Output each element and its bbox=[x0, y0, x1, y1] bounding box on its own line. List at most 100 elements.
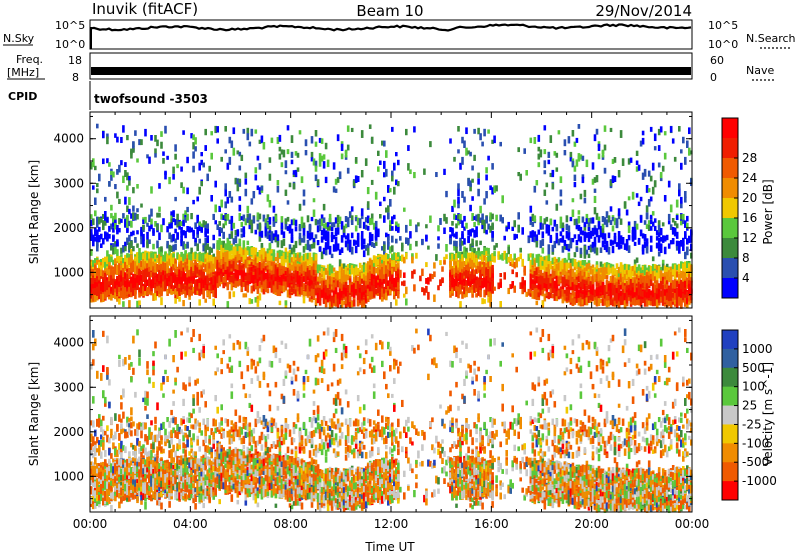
heatmap-cell bbox=[142, 259, 145, 264]
heatmap-cell bbox=[192, 199, 195, 205]
heatmap-cell bbox=[228, 271, 232, 278]
heatmap-cell bbox=[164, 172, 167, 180]
heatmap-cell bbox=[360, 130, 364, 138]
heatmap-cell bbox=[264, 220, 268, 227]
heatmap-cell bbox=[236, 184, 240, 192]
heatmap-cell bbox=[298, 203, 302, 211]
heatmap-cell bbox=[459, 301, 462, 309]
heatmap-cell bbox=[148, 259, 151, 265]
heatmap-cell bbox=[272, 249, 276, 256]
heatmap-cell bbox=[344, 287, 348, 295]
heatmap-cell bbox=[142, 233, 145, 241]
heatmap-cell bbox=[523, 267, 526, 273]
heatmap-cell bbox=[318, 137, 322, 143]
heatmap-cell bbox=[457, 214, 460, 220]
heatmap-cell bbox=[389, 258, 392, 263]
heatmap-cell bbox=[178, 254, 181, 262]
heatmap-cell bbox=[342, 231, 346, 238]
heatmap-cell bbox=[154, 283, 157, 289]
heatmap-cell bbox=[485, 288, 488, 296]
heatmap-cell bbox=[110, 204, 113, 211]
heatmap-cell bbox=[300, 238, 304, 243]
heatmap-cell bbox=[483, 275, 486, 282]
heatmap-cell bbox=[106, 257, 109, 265]
heatmap-cell bbox=[222, 269, 225, 277]
heatmap-cell bbox=[108, 261, 111, 267]
heatmap-cell bbox=[483, 289, 486, 298]
heatmap-cell bbox=[96, 236, 99, 244]
heatmap-cell bbox=[348, 296, 352, 302]
heatmap-cell bbox=[230, 140, 234, 149]
heatmap-cell bbox=[146, 252, 149, 261]
heatmap-cell bbox=[495, 185, 498, 192]
heatmap-cell bbox=[409, 219, 412, 227]
heatmap-cell bbox=[471, 252, 474, 260]
heatmap-cell bbox=[310, 232, 314, 240]
noise-left-tick-bottom: 10^0 bbox=[55, 38, 85, 51]
heatmap-cell bbox=[415, 240, 418, 247]
heatmap-cell bbox=[539, 277, 543, 285]
freq-left-tick-top: 18 bbox=[68, 54, 82, 67]
heatmap-cell bbox=[487, 261, 490, 269]
heatmap-cell bbox=[104, 220, 107, 226]
heatmap-cell bbox=[100, 265, 103, 270]
heatmap-cell bbox=[258, 236, 262, 242]
heatmap-cell bbox=[124, 170, 127, 178]
heatmap-cell bbox=[318, 218, 322, 225]
heatmap-cell bbox=[391, 279, 394, 287]
heatmap-cell bbox=[338, 272, 342, 279]
heatmap-cell bbox=[252, 269, 256, 275]
heatmap-cell bbox=[463, 140, 466, 149]
heatmap-cell bbox=[276, 281, 280, 290]
heatmap-cell bbox=[475, 288, 478, 293]
heatmap-cell bbox=[132, 246, 135, 252]
heatmap-cell bbox=[108, 280, 111, 286]
heatmap-cell bbox=[340, 284, 344, 291]
heatmap-cell bbox=[429, 273, 432, 282]
heatmap-cell bbox=[254, 254, 258, 259]
heatmap-cell bbox=[254, 167, 258, 174]
heatmap-cell bbox=[178, 224, 181, 230]
heatmap-cell bbox=[190, 260, 193, 267]
heatmap-cell bbox=[463, 283, 466, 291]
heatmap-cell bbox=[344, 223, 348, 229]
heatmap-cell bbox=[282, 258, 286, 266]
heatmap-cell bbox=[397, 263, 400, 268]
heatmap-cell bbox=[264, 256, 268, 263]
heatmap-cell bbox=[248, 298, 252, 305]
heatmap-cell bbox=[250, 271, 254, 278]
heatmap-cell bbox=[226, 162, 230, 170]
heatmap-cell bbox=[360, 238, 364, 246]
heatmap-cell bbox=[250, 259, 254, 265]
heatmap-cell bbox=[120, 265, 123, 272]
heatmap-cell bbox=[198, 251, 201, 260]
heatmap-cell bbox=[246, 285, 250, 293]
heatmap-cell bbox=[90, 295, 93, 303]
heatmap-cell bbox=[152, 243, 155, 250]
heatmap-cell bbox=[515, 258, 518, 265]
heatmap-cell bbox=[298, 288, 302, 295]
heatmap-cell bbox=[236, 253, 240, 261]
heatmap-cell bbox=[539, 291, 543, 296]
heatmap-cell bbox=[220, 273, 223, 279]
heatmap-cell bbox=[246, 246, 250, 254]
heatmap-cell bbox=[346, 291, 350, 300]
heatmap-cell bbox=[274, 271, 278, 276]
heatmap-cell bbox=[138, 139, 141, 146]
heatmap-cell bbox=[543, 149, 547, 155]
heatmap-cell bbox=[533, 292, 537, 300]
heatmap-cell bbox=[326, 288, 330, 296]
heatmap-cell bbox=[354, 266, 358, 274]
heatmap-cell bbox=[248, 249, 252, 257]
heatmap-cell bbox=[348, 211, 352, 218]
heatmap-cell bbox=[358, 262, 362, 269]
heatmap-cell bbox=[471, 279, 474, 285]
heatmap-cell bbox=[487, 247, 490, 255]
heatmap-cell bbox=[174, 243, 177, 251]
heatmap-cell bbox=[106, 250, 109, 258]
heatmap-cell bbox=[340, 300, 344, 309]
heatmap-cell bbox=[122, 125, 125, 133]
heatmap-cell bbox=[256, 252, 260, 259]
heatmap-cell bbox=[457, 290, 460, 299]
heatmap-cell bbox=[164, 282, 167, 289]
